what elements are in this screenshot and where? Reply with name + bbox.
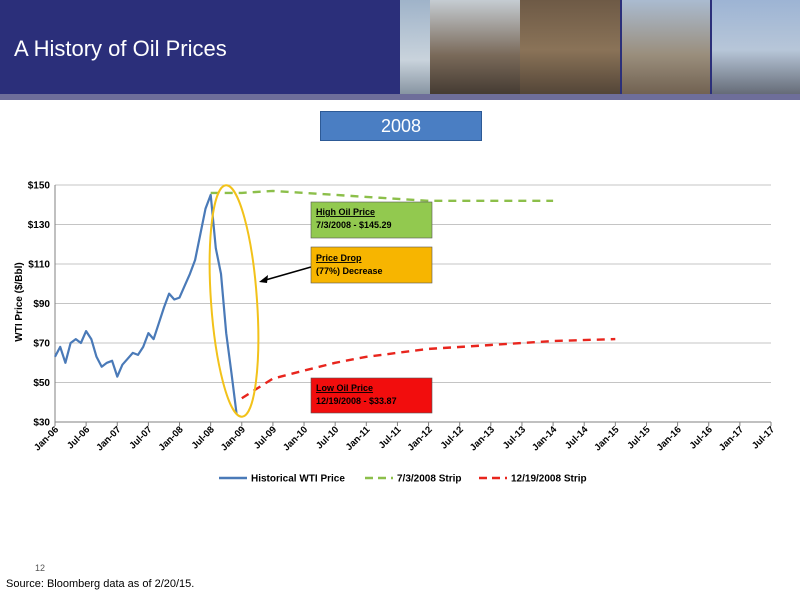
callout-high-text: 7/3/2008 - $145.29 (316, 220, 392, 230)
y-tick-label: $90 (33, 299, 50, 310)
header-photo-strip (400, 0, 800, 100)
y-axis-label: WTI Price ($/Bbl) (14, 262, 25, 341)
header-photo-derrick (712, 0, 800, 100)
callout-low: Low Oil Price 12/19/2008 - $33.87 (310, 377, 433, 414)
x-tick-label: Jul-12 (439, 424, 466, 451)
y-tick-label: $110 (28, 260, 50, 271)
x-tick-label: Jan-12 (406, 424, 435, 453)
series-line-2 (241, 337, 616, 400)
x-tick-label: Jul-15 (625, 424, 653, 452)
y-tick-label: $130 (28, 220, 51, 231)
x-tick-label: Jan-08 (157, 424, 186, 453)
price-drop-arrow (261, 266, 312, 282)
header-photo-refinery (622, 0, 710, 100)
x-tick-label: Jul-06 (65, 424, 92, 451)
x-tick-label: Jan-15 (592, 424, 622, 454)
header-photo-rig (520, 0, 620, 100)
arrow-head-icon (259, 275, 268, 283)
x-tick-label: Jan-17 (717, 424, 746, 453)
price-drop-ellipse (208, 184, 260, 418)
x-tick-label: Jan-14 (530, 424, 560, 454)
y-tick-label: $50 (33, 378, 50, 389)
callout-high: High Oil Price 7/3/2008 - $145.29 (310, 201, 433, 239)
page-number: 12 (35, 563, 46, 573)
series-line-0 (54, 193, 238, 415)
legend-label: Historical WTI Price (251, 474, 345, 485)
y-tick-label: $150 (28, 181, 51, 192)
x-tick-label: Jan-11 (344, 424, 373, 453)
x-tick-label: Jan-07 (94, 424, 123, 453)
x-tick-label: Jan-06 (32, 424, 61, 453)
chart-legend: Historical WTI Price 7/3/2008 Strip 12/19/… (219, 474, 587, 485)
callout-drop-title: Price Drop (316, 253, 362, 263)
x-tick-label: Jan-16 (655, 424, 684, 453)
x-tick-label: Jul-14 (563, 424, 591, 452)
y-axis-ticks: $30 $50 $70 $90 $110 $130 $150 (28, 181, 51, 429)
callout-high-title: High Oil Price (316, 207, 375, 217)
x-tick-label: Jul-13 (501, 424, 528, 451)
x-tick-label: Jul-17 (750, 424, 777, 451)
y-tick-label: $30 (33, 418, 50, 429)
header-photo-worker (430, 0, 520, 100)
x-tick-label: Jul-07 (127, 424, 154, 451)
slide-header: A History of Oil Prices (0, 0, 800, 100)
callout-drop-text: (77%) Decrease (316, 266, 383, 276)
callout-low-title: Low Oil Price (316, 383, 373, 393)
series-line-1 (210, 189, 554, 203)
y-tick-label: $70 (33, 339, 50, 350)
x-tick-label: Jul-16 (688, 424, 715, 451)
x-tick-label: Jul-11 (377, 424, 404, 451)
source-note: Source: Bloomberg data as of 2/20/15. (6, 578, 195, 590)
year-label-box: 2008 (320, 111, 482, 141)
oil-price-chart: $30$50$70$90$110$130$150 Jan-06 Jul-06 Jan… (14, 181, 777, 485)
header-rule (0, 94, 800, 100)
x-tick-label: Jan-13 (468, 424, 497, 453)
x-tick-label: Jan-09 (219, 424, 248, 453)
callout-low-text: 12/19/2008 - $33.87 (316, 396, 397, 406)
page-title: A History of Oil Prices (14, 36, 227, 61)
x-axis-ticks: Jan-06 Jul-06 Jan-07 Jul-07 Jan-08 Jul-08 Jan-… (32, 422, 777, 453)
callout-drop: Price Drop (77%) Decrease (310, 246, 433, 284)
legend-label: 7/3/2008 Strip (397, 474, 461, 485)
x-tick-label: Jul-08 (190, 424, 217, 451)
x-tick-label: Jan-10 (281, 424, 310, 453)
x-tick-label: Jul-09 (252, 424, 279, 451)
series-layer (54, 189, 616, 415)
x-tick-label: Jul-10 (314, 424, 341, 451)
legend-label: 12/19/2008 Strip (511, 474, 587, 485)
